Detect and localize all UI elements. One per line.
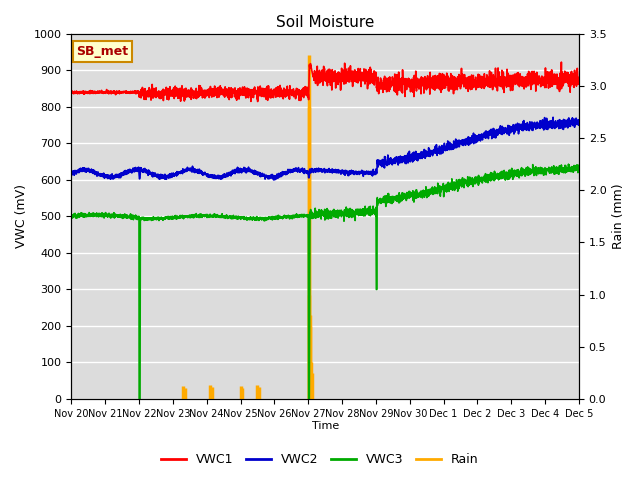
X-axis label: Time: Time [312, 421, 339, 432]
Text: SB_met: SB_met [76, 45, 129, 58]
Title: Soil Moisture: Soil Moisture [276, 15, 374, 30]
Y-axis label: Rain (mm): Rain (mm) [612, 184, 625, 249]
Y-axis label: VWC (mV): VWC (mV) [15, 184, 28, 249]
Legend: VWC1, VWC2, VWC3, Rain: VWC1, VWC2, VWC3, Rain [156, 448, 484, 471]
